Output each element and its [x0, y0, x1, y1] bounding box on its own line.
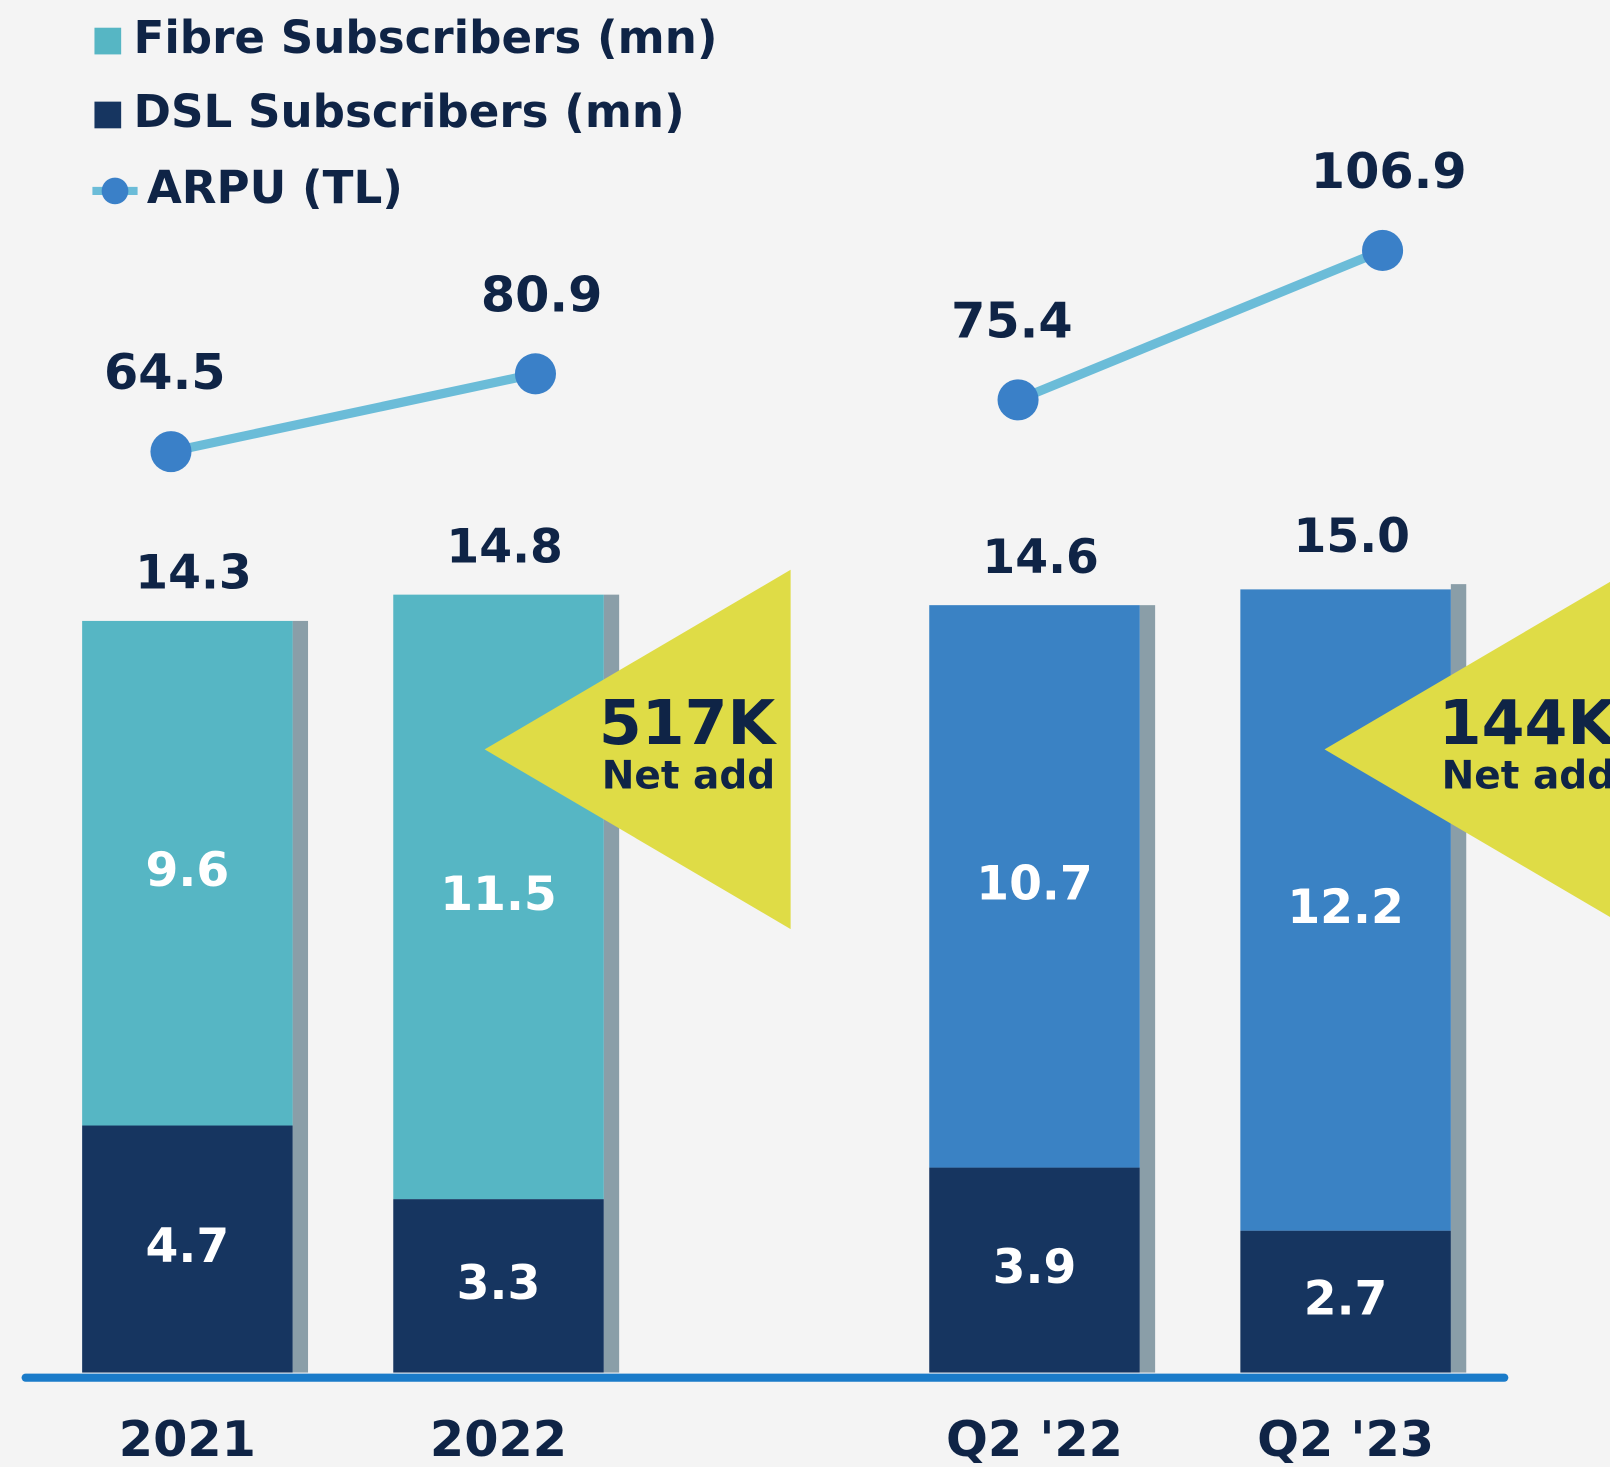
line-segment [1016, 246, 1385, 405]
bar-value-label: 11.5 [440, 867, 557, 922]
total-label: 14.6 [982, 530, 1099, 585]
bar-value-label: 2.7 [1304, 1272, 1388, 1327]
annotation-text: 517K [599, 687, 778, 759]
bar-segment [1240, 1230, 1451, 1373]
bar-value-label: 3.9 [993, 1240, 1077, 1295]
line-marker [1362, 229, 1404, 271]
line-segment [169, 369, 537, 457]
x-tick-label: 2021 [119, 1410, 256, 1467]
x-tick-label: Q2 '23 [1257, 1410, 1434, 1467]
annotation-text: 144K [1439, 687, 1610, 759]
bar-segment [929, 605, 1140, 1168]
bar-value-label: 4.7 [146, 1219, 230, 1274]
line-value-label: 75.4 [951, 291, 1073, 349]
line-marker [997, 379, 1039, 421]
bar-value-label: 12.2 [1287, 880, 1404, 935]
legend-label: ARPU (TL) [147, 161, 403, 214]
bar-segment [82, 1125, 293, 1373]
bar-segment [82, 620, 293, 1126]
annotation-subtext: Net add [1442, 754, 1610, 799]
annotation-arrow [484, 569, 791, 930]
bar-shadow [292, 620, 309, 1373]
line-marker [150, 431, 192, 473]
total-label: 14.3 [135, 546, 252, 601]
bar-value-label: 3.3 [457, 1256, 541, 1311]
x-tick-label: 2022 [430, 1410, 567, 1467]
annotation-arrow [1324, 581, 1610, 918]
bar-segment [393, 1199, 604, 1373]
legend-label: Fibre Subscribers (mn) [133, 11, 717, 64]
total-label: 15.0 [1294, 509, 1411, 564]
annotation-subtext: Net add [602, 754, 775, 799]
legend-swatch [94, 27, 122, 55]
bar-segment [929, 1167, 1140, 1373]
legend-marker [101, 177, 129, 205]
bar-value-label: 9.6 [146, 843, 230, 898]
line-value-label: 80.9 [481, 265, 603, 323]
line-value-label: 64.5 [104, 343, 226, 401]
legend-swatch [94, 101, 122, 129]
total-label: 14.8 [446, 519, 563, 574]
x-tick-label: Q2 '22 [946, 1410, 1123, 1467]
bar-shadow [1139, 605, 1156, 1373]
line-marker [514, 353, 557, 395]
legend-label: DSL Subscribers (mn) [133, 85, 684, 138]
line-value-label: 106.9 [1311, 142, 1467, 200]
bar-segment [393, 594, 604, 1200]
bar-value-label: 10.7 [976, 856, 1093, 911]
